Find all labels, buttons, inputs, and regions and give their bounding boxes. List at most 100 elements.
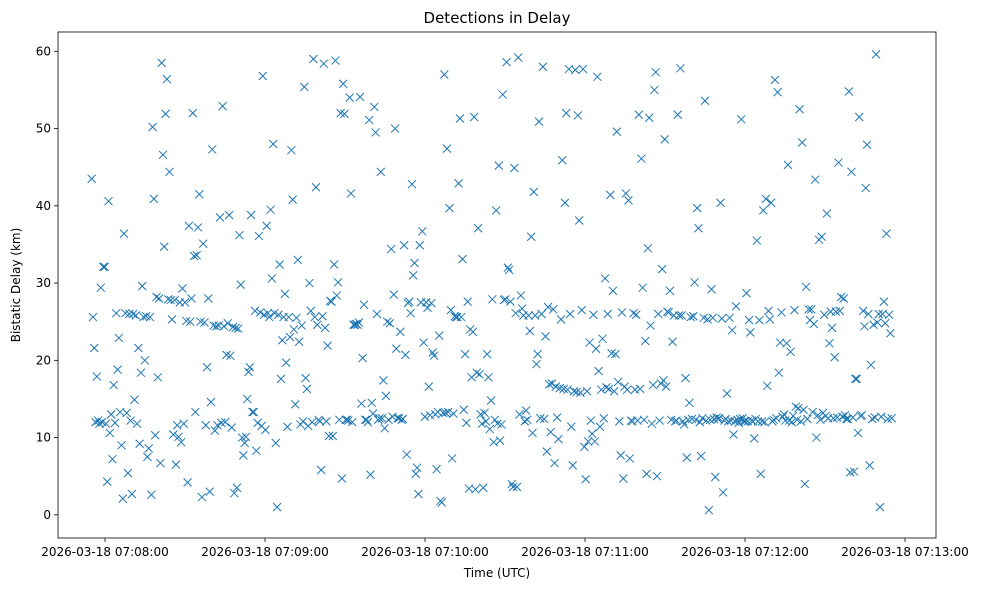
data-point bbox=[406, 308, 415, 318]
data-point bbox=[207, 145, 217, 154]
data-point bbox=[639, 415, 649, 425]
data-point bbox=[429, 351, 439, 361]
data-point bbox=[375, 413, 384, 423]
data-point bbox=[106, 410, 116, 419]
data-point bbox=[411, 469, 421, 479]
data-point bbox=[537, 309, 546, 319]
data-point bbox=[661, 382, 671, 391]
data-point bbox=[596, 385, 606, 395]
data-point bbox=[415, 240, 425, 250]
data-point bbox=[640, 336, 650, 346]
data-point bbox=[371, 128, 380, 137]
data-point bbox=[615, 416, 624, 426]
data-point bbox=[506, 297, 515, 306]
data-point bbox=[665, 286, 675, 296]
data-point bbox=[113, 365, 122, 374]
data-point bbox=[454, 179, 463, 188]
data-point bbox=[612, 127, 622, 137]
data-point bbox=[651, 67, 661, 77]
data-point bbox=[452, 312, 462, 322]
data-point bbox=[816, 415, 825, 425]
data-point bbox=[333, 277, 343, 287]
data-point bbox=[264, 312, 274, 322]
data-point bbox=[331, 56, 340, 65]
data-point bbox=[590, 437, 600, 446]
data-point bbox=[742, 288, 751, 298]
data-point bbox=[176, 437, 186, 447]
data-point bbox=[653, 309, 663, 319]
data-point bbox=[650, 85, 659, 95]
data-point bbox=[556, 315, 566, 324]
data-point bbox=[485, 424, 495, 434]
data-point bbox=[474, 369, 484, 379]
data-point bbox=[873, 318, 882, 327]
data-point bbox=[114, 333, 124, 343]
data-point bbox=[254, 231, 264, 241]
data-point bbox=[158, 150, 168, 160]
data-point bbox=[521, 406, 531, 415]
data-point bbox=[283, 422, 292, 432]
data-point bbox=[682, 453, 692, 463]
data-point bbox=[241, 432, 251, 442]
data-point bbox=[145, 312, 155, 322]
data-point bbox=[784, 416, 794, 425]
data-point bbox=[691, 415, 701, 425]
data-point bbox=[655, 416, 664, 425]
data-point bbox=[629, 308, 638, 318]
data-point bbox=[281, 358, 291, 367]
data-point bbox=[412, 463, 422, 473]
data-point bbox=[166, 295, 176, 305]
data-point bbox=[324, 431, 334, 441]
data-point bbox=[874, 309, 884, 319]
data-point bbox=[727, 325, 737, 335]
data-point bbox=[211, 321, 221, 331]
data-point bbox=[170, 295, 180, 305]
data-point bbox=[541, 332, 550, 341]
x-tick-label: 2026-03-18 07:09:00 bbox=[201, 545, 328, 559]
data-point bbox=[635, 384, 645, 394]
data-points bbox=[87, 50, 897, 515]
data-point bbox=[771, 413, 781, 423]
data-point bbox=[357, 399, 366, 408]
data-point bbox=[205, 487, 215, 497]
data-point bbox=[321, 416, 331, 426]
chart-title: Detections in Delay bbox=[424, 9, 571, 27]
data-point bbox=[542, 447, 552, 456]
data-point bbox=[660, 135, 670, 144]
data-point bbox=[567, 422, 576, 432]
data-point bbox=[320, 323, 330, 333]
data-point bbox=[384, 415, 393, 425]
data-point bbox=[631, 310, 641, 320]
data-point bbox=[757, 416, 767, 426]
data-point bbox=[731, 301, 741, 311]
data-point bbox=[834, 158, 843, 167]
data-point bbox=[648, 380, 658, 390]
data-point bbox=[830, 352, 839, 362]
data-point bbox=[622, 385, 632, 395]
data-point bbox=[442, 144, 452, 154]
data-point bbox=[861, 183, 871, 193]
data-point bbox=[268, 139, 278, 149]
data-point bbox=[602, 383, 611, 392]
data-point bbox=[456, 312, 466, 322]
data-point bbox=[482, 349, 492, 359]
data-point bbox=[398, 414, 408, 424]
data-point bbox=[581, 474, 591, 484]
data-point bbox=[790, 305, 799, 315]
data-point bbox=[673, 110, 683, 120]
data-point bbox=[427, 298, 436, 308]
data-point bbox=[554, 434, 563, 444]
data-point bbox=[417, 226, 427, 236]
data-point bbox=[89, 343, 99, 353]
x-tick-label: 2026-03-18 07:10:00 bbox=[361, 545, 488, 559]
data-point bbox=[576, 388, 585, 398]
data-point bbox=[677, 311, 686, 320]
data-point bbox=[135, 439, 144, 449]
data-point bbox=[857, 410, 867, 420]
data-point bbox=[515, 410, 524, 419]
data-point bbox=[762, 381, 772, 391]
data-point bbox=[143, 452, 152, 462]
data-point bbox=[224, 210, 234, 220]
data-point bbox=[609, 386, 619, 396]
data-point bbox=[489, 437, 498, 447]
